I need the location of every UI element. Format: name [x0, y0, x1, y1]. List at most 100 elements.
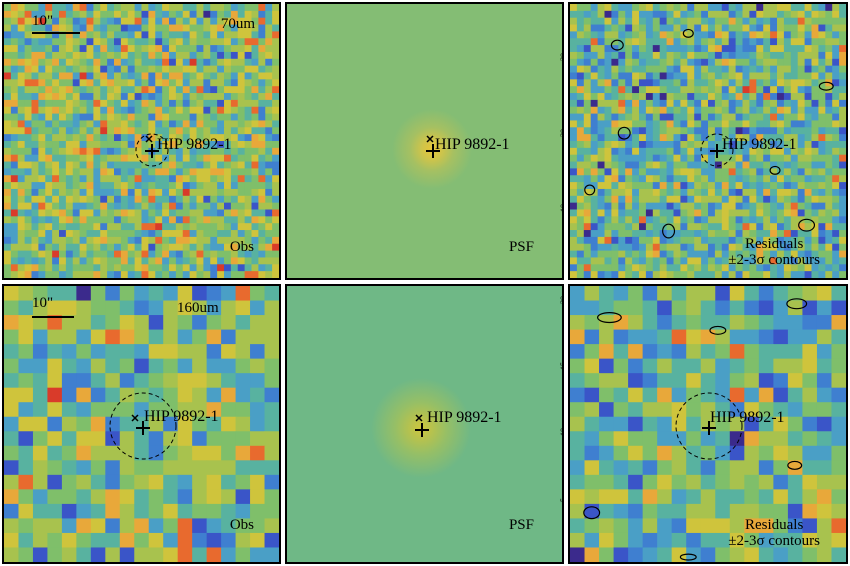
map-pixel: [708, 120, 716, 128]
map-pixel: [31, 24, 39, 32]
map-pixel: [590, 31, 599, 39]
map-pixel: [244, 51, 253, 60]
map-pixel: [758, 300, 774, 316]
map-pixel: [735, 99, 744, 108]
map-pixel: [155, 216, 163, 224]
map-pixel: [31, 65, 39, 74]
map-pixel: [65, 161, 74, 169]
map-pixel: [763, 264, 771, 272]
map-pixel: [72, 182, 81, 190]
map-pixel: [52, 175, 60, 183]
map-pixel: [250, 532, 266, 549]
map-pixel: [811, 65, 819, 74]
map-pixel: [217, 182, 225, 190]
map-pixel: [583, 216, 592, 224]
map-pixel: [100, 51, 108, 60]
map-pixel: [797, 243, 806, 252]
map-pixel: [584, 402, 600, 418]
map-pixel: [134, 358, 150, 374]
map-pixel: [38, 182, 46, 190]
map-pixel: [804, 250, 813, 259]
map-pixel: [134, 10, 143, 19]
map-pixel: [708, 188, 716, 197]
map-pixel: [107, 17, 115, 26]
map-pixel: [17, 120, 26, 128]
map-pixel: [645, 188, 654, 197]
map-pixel: [763, 58, 771, 67]
map-pixel: [250, 518, 266, 534]
map-pixel: [770, 79, 778, 87]
map-pixel: [169, 93, 177, 101]
map-pixel: [182, 230, 191, 238]
map-pixel: [79, 175, 88, 183]
map-pixel: [783, 58, 792, 67]
map-pixel: [4, 24, 12, 32]
map-pixel: [818, 24, 826, 32]
map-pixel: [162, 195, 170, 204]
map-pixel: [79, 58, 88, 67]
map-pixel: [804, 31, 813, 39]
map-pixel: [265, 31, 273, 39]
map-pixel: [237, 175, 246, 183]
map-pixel: [100, 120, 108, 128]
map-pixel: [177, 358, 193, 374]
map-pixel: [721, 188, 730, 197]
map-pixel: [224, 38, 232, 46]
map-pixel: [715, 373, 731, 389]
map-pixel: [666, 120, 675, 128]
map-pixel: [203, 113, 211, 122]
map-pixel: [134, 120, 143, 128]
map-pixel: [65, 99, 74, 108]
map-pixel: [230, 38, 239, 46]
map-pixel: [659, 106, 668, 115]
map-pixel: [639, 10, 647, 19]
map-pixel: [258, 175, 266, 183]
map-pixel: [597, 264, 606, 272]
map-pixel: [825, 182, 833, 190]
map-pixel: [76, 416, 92, 432]
map-pixel: [235, 286, 251, 302]
map-pixel: [4, 431, 20, 447]
map-pixel: [657, 373, 673, 389]
map-pixel: [93, 175, 101, 183]
map-pixel: [570, 236, 578, 245]
map-pixel: [628, 445, 644, 461]
map-pixel: [175, 45, 184, 53]
map-pixel: [237, 243, 246, 252]
map-pixel: [24, 188, 33, 197]
map-pixel: [237, 154, 246, 163]
map-pixel: [230, 223, 239, 231]
map-pixel: [59, 188, 67, 197]
map-pixel: [196, 168, 204, 176]
map-pixel: [613, 300, 629, 316]
map-pixel: [17, 134, 26, 142]
map-pixel: [613, 344, 629, 360]
map-pixel: [708, 31, 716, 39]
map-pixel: [673, 24, 681, 32]
map-pixel: [210, 168, 218, 176]
map-pixel: [831, 416, 846, 432]
map-pixel: [728, 230, 737, 238]
map-pixel: [114, 188, 122, 197]
map-pixel: [272, 58, 279, 67]
map-pixel: [625, 209, 633, 217]
map-pixel: [763, 10, 771, 19]
map-pixel: [744, 358, 760, 374]
map-pixel: [119, 286, 135, 302]
map-pixel: [120, 230, 129, 238]
map-pixel: [597, 4, 606, 12]
map-pixel: [714, 209, 723, 217]
psf-glow: [287, 4, 562, 278]
map-pixel: [613, 373, 629, 389]
map-pixel: [17, 65, 26, 74]
map-pixel: [590, 24, 599, 32]
map-pixel: [196, 31, 204, 39]
map-pixel: [210, 216, 218, 224]
map-pixel: [657, 344, 673, 360]
map-pixel: [272, 195, 279, 204]
map-pixel: [694, 51, 702, 60]
map-pixel: [639, 236, 647, 245]
map-pixel: [177, 329, 193, 345]
map-pixel: [230, 141, 239, 149]
map-pixel: [802, 329, 818, 345]
